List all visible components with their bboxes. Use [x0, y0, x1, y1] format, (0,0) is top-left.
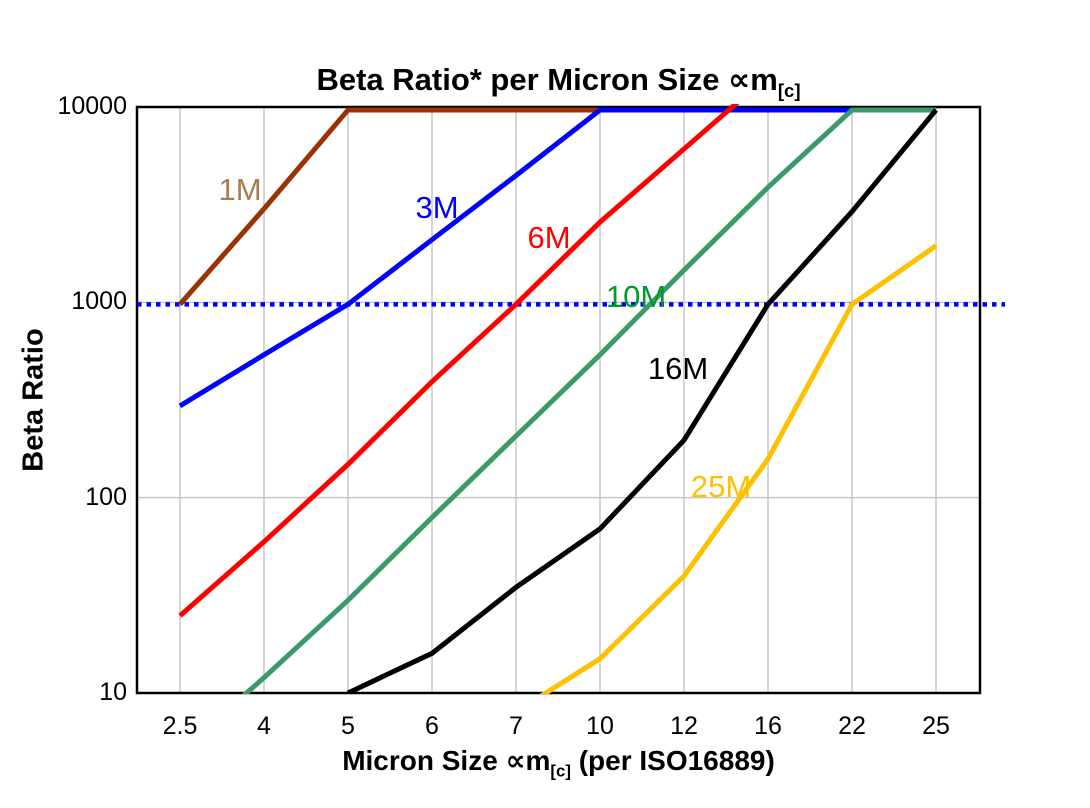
x-tick-label: 22: [838, 712, 866, 740]
series-line-3M: [178, 107, 852, 409]
series-label-6M: 6M: [527, 220, 571, 255]
series-label-10M: 10M: [605, 279, 667, 314]
chart-title-main: Beta Ratio* per Micron Size: [316, 62, 729, 97]
series-line-25M: [539, 243, 938, 694]
x-axis-title-pre: Micron Size: [342, 745, 506, 776]
series-label-1M: 1M: [218, 172, 262, 207]
series-label-3M: 3M: [415, 190, 459, 225]
chart-title-symbol: ∝m: [728, 62, 778, 97]
series-line-16M: [346, 108, 938, 694]
series-line-10M: [241, 107, 936, 694]
x-tick-label: 25: [922, 712, 950, 740]
series-label-25M: 25M: [690, 469, 752, 504]
series-label-16M: 16M: [647, 351, 709, 386]
chart-title-subscript: [c]: [777, 80, 801, 102]
x-tick-label: 5: [341, 712, 355, 740]
series-line-1M: [178, 107, 600, 306]
x-tick-label: 6: [425, 712, 439, 740]
x-axis-title-symbol: ∝m: [505, 745, 551, 776]
chart-title: Beta Ratio* per Micron Size ∝m[c]: [137, 62, 980, 102]
y-tick-label: 1000: [71, 287, 127, 316]
series-line-6M: [178, 104, 740, 618]
y-tick-label: 10: [99, 678, 127, 706]
x-tick-label: 7: [509, 712, 523, 740]
x-axis-title: Micron Size ∝m[c] (per ISO16889): [137, 744, 980, 782]
x-tick-label: 16: [754, 712, 782, 740]
x-tick-label: 2.5: [162, 712, 198, 740]
y-tick-label: 100: [85, 482, 127, 511]
x-axis-title-post: (per ISO16889): [570, 745, 775, 776]
x-tick-label: 12: [670, 712, 698, 740]
plot-border: [135, 105, 982, 695]
x-tick-label: 4: [257, 712, 271, 740]
y-tick-label: 10000: [57, 92, 127, 120]
x-axis-title-subscript: [c]: [550, 761, 571, 781]
x-tick-label: 10: [586, 712, 614, 740]
